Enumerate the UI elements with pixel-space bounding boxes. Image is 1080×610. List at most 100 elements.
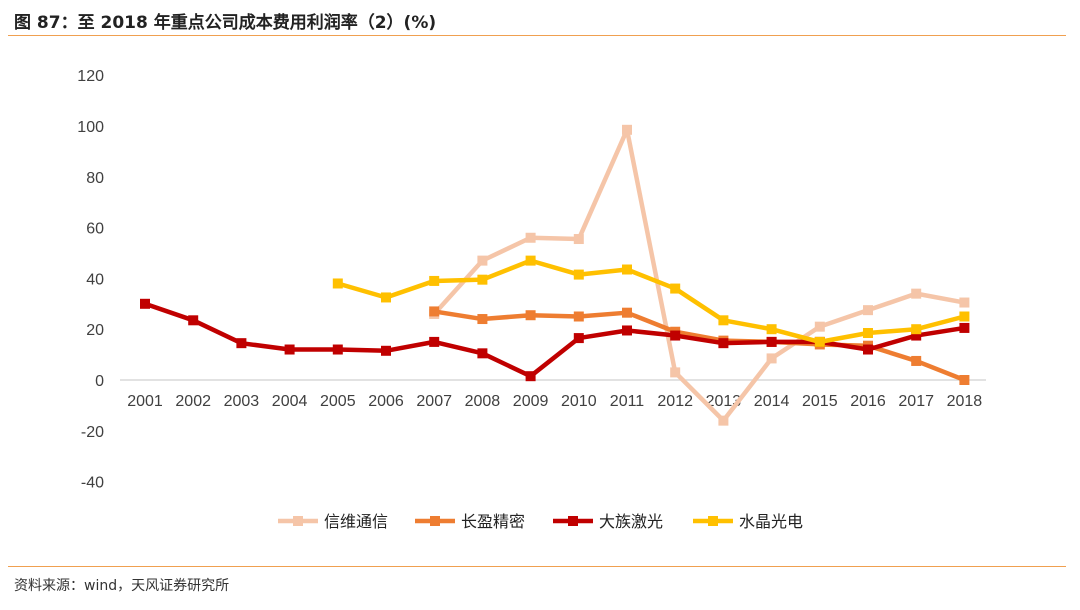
data-point	[525, 310, 536, 321]
data-point	[573, 333, 584, 344]
data-point	[622, 307, 632, 318]
legend-item: 水晶光电	[693, 512, 803, 531]
legend-label: 大族激光	[599, 512, 663, 531]
data-point	[429, 336, 440, 347]
y-tick-label: 120	[77, 68, 104, 85]
legend-item: 信维通信	[278, 512, 388, 531]
data-point	[332, 344, 343, 355]
legend-item: 长盈精密	[415, 512, 525, 531]
data-point	[814, 321, 825, 332]
data-point	[573, 311, 584, 322]
data-point	[863, 328, 873, 339]
series-4	[332, 255, 970, 347]
legend-swatch-marker	[708, 516, 718, 526]
x-tick-label: 2002	[175, 393, 211, 410]
series-line	[335, 258, 967, 345]
legend: 信维通信 长盈精密 大族激光 水晶光电	[278, 512, 803, 531]
x-tick-label: 2010	[561, 393, 597, 410]
data-point	[670, 367, 681, 378]
data-point	[863, 344, 873, 355]
y-tick-label: -40	[81, 475, 104, 492]
data-point	[477, 274, 488, 285]
y-tick-label: 60	[86, 221, 104, 238]
source-note: 资料来源：wind，天风证券研究所	[14, 578, 230, 594]
x-tick-label: 2008	[465, 393, 501, 410]
data-point	[959, 311, 970, 322]
data-point	[573, 234, 584, 245]
data-point	[332, 278, 343, 289]
x-tick-label: 2004	[272, 393, 308, 410]
x-tick-label: 2011	[610, 393, 645, 410]
x-tick-label: 2001	[127, 393, 163, 410]
legend-label: 水晶光电	[739, 512, 803, 531]
data-point	[766, 336, 777, 347]
data-point	[622, 325, 632, 336]
data-point	[911, 324, 922, 335]
legend-label: 长盈精密	[461, 512, 525, 531]
data-point	[188, 315, 199, 326]
footer-divider	[8, 566, 1066, 567]
legend-label: 信维通信	[324, 512, 388, 531]
data-point	[718, 338, 729, 349]
x-tick-label: 2015	[802, 393, 838, 410]
x-tick-label: 2006	[368, 393, 404, 410]
data-point	[718, 415, 729, 426]
series-layer	[140, 124, 970, 426]
x-axis: 2001 2002 2003 2004 2005 2006 2007 2008 2009 2010…	[127, 393, 982, 410]
y-tick-label: 40	[86, 271, 104, 288]
data-point	[477, 255, 488, 266]
data-point	[622, 264, 632, 275]
y-tick-label: 80	[86, 170, 104, 187]
data-point	[381, 292, 391, 303]
y-tick-label: 0	[95, 373, 104, 390]
data-point	[525, 255, 536, 266]
data-point	[429, 275, 440, 286]
legend-item: 大族激光	[553, 512, 663, 531]
data-point	[766, 324, 777, 335]
data-point	[622, 124, 632, 135]
data-point	[477, 348, 488, 359]
x-tick-label: 2018	[947, 393, 983, 410]
x-tick-label: 2016	[850, 393, 886, 410]
data-point	[140, 298, 150, 309]
legend-swatch-marker	[293, 516, 303, 526]
data-point	[959, 375, 970, 385]
x-tick-label: 2005	[320, 393, 356, 410]
y-tick-label: 100	[77, 119, 104, 136]
data-point	[429, 306, 440, 317]
x-tick-label: 2014	[754, 393, 790, 410]
data-point	[284, 344, 295, 355]
data-point	[381, 345, 391, 356]
x-tick-label: 2007	[416, 393, 452, 410]
data-point	[911, 355, 922, 366]
data-point	[670, 283, 681, 294]
data-point	[477, 314, 488, 325]
y-axis: -40 -20 0 20 40 60 80 100 120	[77, 68, 104, 491]
data-point	[959, 297, 970, 308]
data-point	[525, 371, 536, 382]
legend-swatch-marker	[568, 516, 578, 526]
data-point	[525, 232, 536, 243]
x-tick-label: 2003	[224, 393, 260, 410]
data-point	[670, 330, 681, 341]
series-3	[140, 298, 970, 382]
series-line	[431, 127, 967, 423]
page-title: 图 87：至 2018 年重点公司成本费用利润率（2）(%)	[14, 13, 437, 33]
data-point	[718, 315, 729, 326]
data-point	[911, 330, 922, 341]
data-point	[911, 288, 922, 299]
title-divider	[8, 35, 1066, 36]
x-tick-label: 2009	[513, 393, 549, 410]
x-tick-label: 2017	[898, 393, 934, 410]
data-point	[959, 322, 970, 333]
y-tick-label: -20	[81, 424, 104, 441]
data-point	[814, 336, 825, 347]
data-point	[236, 338, 247, 349]
data-point	[863, 305, 873, 316]
x-tick-label: 2012	[657, 393, 693, 410]
data-point	[573, 269, 584, 280]
series-line	[142, 301, 967, 379]
y-tick-label: 20	[86, 322, 104, 339]
legend-swatch-marker	[430, 516, 440, 526]
